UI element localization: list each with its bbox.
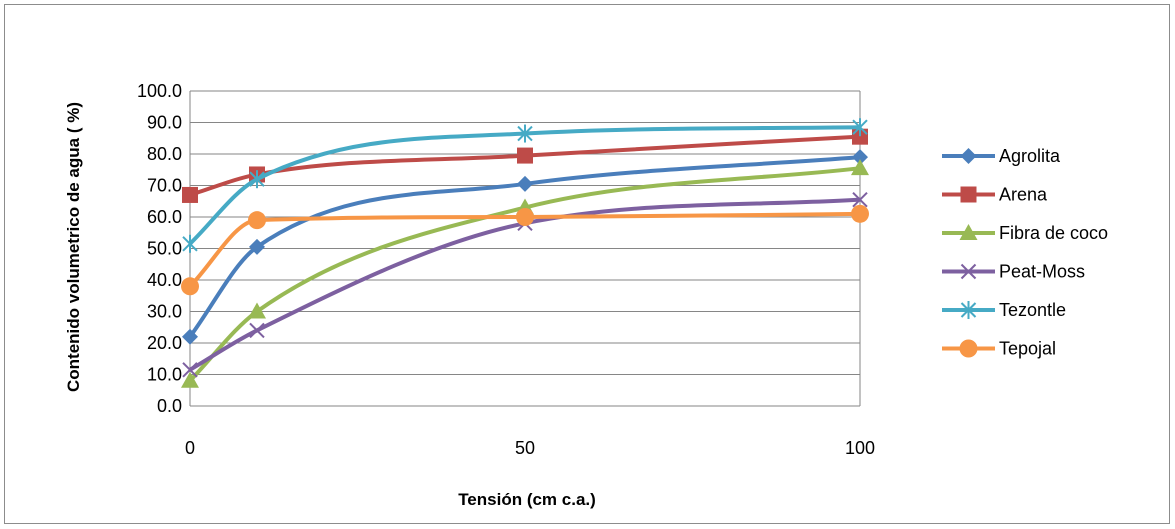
data-point (181, 371, 199, 388)
data-point (517, 124, 533, 143)
x-axis-title: Tensión (cm c.a.) (458, 490, 596, 509)
data-point (517, 175, 533, 192)
legend-label: Tezontle (999, 300, 1066, 320)
legend-marker (960, 186, 977, 203)
series-line (188, 125, 861, 246)
legend-item: Arena (942, 185, 1048, 205)
x-tick-label: 50 (515, 438, 535, 458)
series-lines (181, 118, 869, 388)
data-point (249, 238, 265, 255)
data-point (248, 302, 266, 319)
series-line (188, 197, 861, 372)
data-point (852, 118, 868, 137)
legend-item: Peat-Moss (942, 262, 1085, 282)
x-tick-label: 100 (845, 438, 875, 458)
data-point (516, 208, 534, 226)
series-line (188, 166, 861, 383)
legend-label: Fibra de coco (999, 223, 1108, 243)
legend-item: Tezontle (942, 300, 1066, 320)
series-agrolita (182, 149, 868, 345)
legend-marker (960, 301, 977, 319)
data-point (248, 211, 266, 230)
series-line (188, 155, 861, 338)
legend-label: Peat-Moss (999, 262, 1085, 282)
legend-item: Agrolita (942, 146, 1061, 166)
legend-label: Agrolita (999, 146, 1061, 166)
y-tick-label: 100.0 (137, 81, 182, 101)
series-fibra-de-coco (181, 159, 869, 388)
y-tick-label: 60.0 (147, 207, 182, 227)
legend-label: Tepojal (999, 339, 1056, 359)
series-line (188, 211, 861, 288)
x-tick-label: 0 (185, 438, 195, 458)
y-tick-label: 20.0 (147, 333, 182, 353)
legend-marker (959, 224, 978, 240)
y-tick-label: 30.0 (147, 302, 182, 322)
y-tick-label: 40.0 (147, 270, 182, 290)
y-tick-label: 70.0 (147, 176, 182, 196)
legend-marker (960, 263, 977, 280)
data-point (182, 186, 198, 203)
data-point (249, 322, 265, 339)
series-tepojal (181, 204, 869, 296)
y-tick-labels: 0.0 10.0 20.0 30.0 40.0 50.0 60.0 70.0 80.0 90.0 1… (137, 81, 182, 416)
data-point (851, 204, 869, 223)
legend-marker (959, 339, 978, 358)
legend: Agrolita Arena Fibra de coco Peat-Moss Tezon… (942, 146, 1108, 359)
y-tick-label: 10.0 (147, 365, 182, 385)
series-line (189, 134, 861, 197)
data-point (852, 128, 868, 145)
series-peat-moss (182, 191, 868, 378)
data-point (182, 362, 198, 378)
legend-item: Tepojal (942, 339, 1056, 359)
y-tick-label: 50.0 (147, 239, 182, 259)
series-arena (182, 128, 868, 203)
data-point (249, 170, 265, 189)
data-point (852, 149, 868, 166)
y-tick-label: 80.0 (147, 144, 182, 164)
data-point (517, 147, 533, 164)
y-tick-label: 0.0 (157, 396, 182, 416)
data-point (181, 277, 199, 296)
data-point (182, 328, 198, 345)
data-point (852, 191, 868, 208)
y-tick-label: 90.0 (147, 113, 182, 133)
legend-item: Fibra de coco (942, 223, 1108, 243)
legend-label: Arena (999, 185, 1048, 205)
series-tezontle (182, 118, 868, 253)
y-axis-title: Contenido volumetrico de agua ( %) (64, 102, 83, 392)
data-point (851, 159, 869, 176)
data-point (182, 234, 198, 253)
legend-marker (960, 148, 977, 164)
x-tick-labels: 0 50 100 (185, 438, 875, 458)
